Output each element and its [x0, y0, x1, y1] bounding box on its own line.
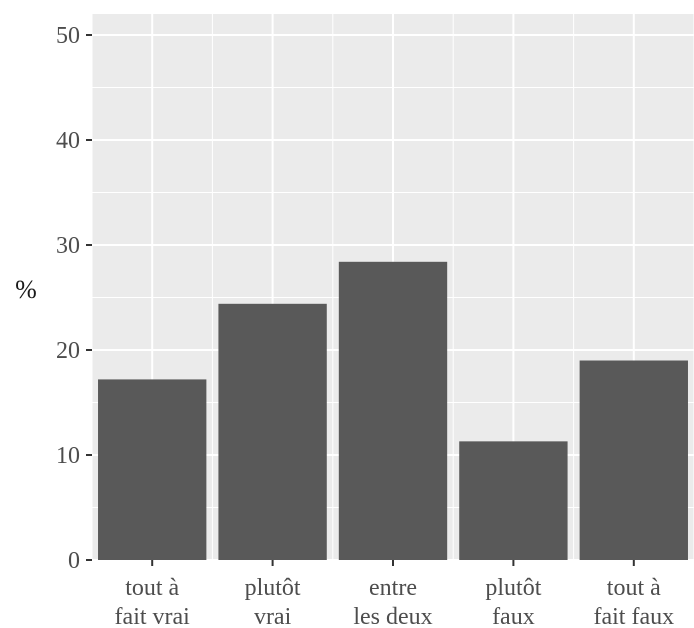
x-tick-label-line: vrai — [254, 604, 292, 628]
y-axis: 0 10 20 30 40 50 — [56, 23, 92, 574]
x-tick-label-line: fait faux — [593, 604, 674, 628]
bars — [98, 261, 688, 560]
bar — [579, 360, 688, 560]
y-tick-label: 0 — [68, 548, 80, 574]
x-tick-label-line: fait vrai — [115, 604, 191, 628]
y-tick-label: 50 — [56, 23, 80, 49]
x-tick-label: tout à fait vrai — [115, 575, 191, 628]
x-tick-label-line: entre — [369, 575, 417, 601]
y-tick-label: 20 — [56, 338, 80, 364]
bar — [98, 379, 207, 560]
x-tick-label-line: plutôt — [245, 575, 301, 601]
x-tick-label: plutôt faux — [485, 575, 541, 628]
x-tick-label: plutôt vrai — [245, 575, 301, 628]
y-tick-label: 40 — [56, 128, 80, 154]
x-tick-label-line: faux — [492, 604, 535, 628]
x-tick-label-line: plutôt — [485, 575, 541, 601]
x-tick-label: tout à fait faux — [593, 575, 674, 628]
bar — [218, 303, 327, 560]
bar — [459, 441, 568, 560]
x-tick-label-line: tout à — [125, 575, 179, 601]
x-tick-label: entre les deux — [353, 575, 432, 628]
y-tick-label: 10 — [56, 443, 80, 469]
y-axis-label: % — [15, 275, 37, 304]
bar — [338, 261, 448, 560]
x-tick-label-line: tout à — [607, 575, 661, 601]
y-tick-label: 30 — [56, 233, 80, 259]
x-tick-label-line: les deux — [353, 604, 432, 628]
x-axis: tout à fait vrai plutôt vrai entre les deux pl… — [115, 560, 674, 628]
